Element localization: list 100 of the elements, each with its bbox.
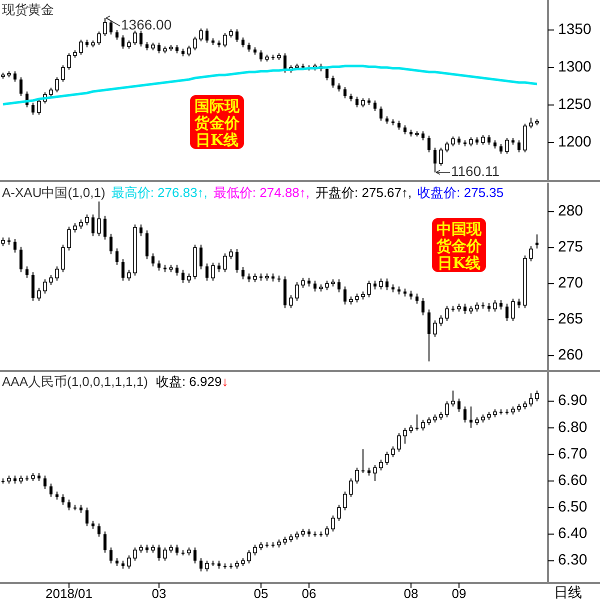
y-tick-label: 1250	[558, 96, 592, 113]
candlestick	[445, 305, 449, 322]
candlestick	[445, 400, 449, 418]
candlestick	[85, 214, 89, 226]
candlestick	[193, 36, 197, 51]
candlestick	[86, 507, 88, 527]
candlestick	[338, 278, 340, 293]
candlestick	[187, 273, 191, 284]
candlestick	[176, 264, 178, 276]
annotation: 收盘价: 275.35	[418, 184, 504, 200]
chart-title: 现货黄金	[2, 2, 54, 17]
candlestick	[236, 248, 238, 274]
candlestick	[61, 64, 65, 82]
candlestick	[50, 483, 52, 498]
candlestick	[116, 30, 118, 40]
candlestick	[529, 117, 533, 129]
y-tick-label: 275	[558, 238, 584, 256]
candlestick	[200, 558, 202, 572]
candlestick	[439, 314, 443, 327]
candlestick	[511, 298, 515, 322]
candlestick	[20, 76, 22, 96]
candlestick	[62, 494, 64, 506]
candlestick	[97, 31, 101, 46]
candlestick	[416, 293, 418, 304]
x-tick-label: 09	[452, 586, 466, 600]
candlestick	[481, 134, 485, 146]
candlestick	[386, 278, 388, 291]
candlestick	[391, 446, 395, 458]
y-tick-label: 265	[558, 310, 584, 328]
y-tick-label: 6.40	[558, 525, 588, 542]
candlestick	[475, 302, 479, 312]
candlestick	[331, 515, 335, 532]
candlestick	[295, 282, 299, 302]
candlestick	[433, 320, 437, 338]
candlestick	[355, 467, 359, 484]
y-tick-label: 1350	[558, 20, 592, 38]
candlestick	[14, 70, 16, 82]
candlestick	[49, 274, 53, 286]
candlestick	[206, 28, 208, 44]
candlestick	[242, 37, 244, 48]
candlestick	[314, 280, 316, 292]
candlestick	[344, 86, 346, 99]
candlestick	[325, 280, 329, 291]
candlestick	[223, 32, 227, 48]
candlestick	[253, 544, 257, 556]
candlestick	[229, 248, 233, 260]
y-tick-label: 6.90	[558, 392, 588, 410]
candlestick	[374, 100, 376, 112]
candlestick	[110, 546, 112, 564]
candlestick	[67, 226, 71, 251]
candlestick	[140, 30, 142, 47]
candlestick	[260, 50, 262, 62]
candlestick	[133, 546, 137, 562]
candlestick	[379, 459, 383, 471]
candlestick	[242, 266, 244, 280]
x-tick-label: 03	[152, 586, 166, 600]
candlestick	[451, 390, 455, 408]
candlestick	[140, 224, 142, 237]
candlestick	[500, 300, 502, 310]
x-tick-label: 08	[404, 586, 418, 600]
candlestick	[343, 491, 347, 511]
y-tick-label: 6.50	[558, 498, 588, 516]
candlestick	[146, 230, 148, 260]
candlestick	[428, 135, 430, 153]
candlestick	[211, 262, 215, 282]
candlestick	[26, 266, 28, 278]
candlestick	[32, 272, 34, 302]
candlestick	[37, 98, 41, 116]
annotation: 收盘: 6.929↓	[156, 374, 228, 389]
candlestick	[79, 39, 83, 56]
candlestick	[529, 392, 533, 408]
y-tick-label: 270	[558, 274, 584, 292]
candlestick	[439, 147, 443, 166]
y-tick-label: 6.60	[558, 472, 588, 489]
candlestick	[127, 269, 131, 282]
candlestick	[133, 30, 137, 46]
candlestick	[110, 20, 112, 35]
y-tick-label: 1200	[558, 133, 592, 150]
x-tick-label: 05	[254, 586, 268, 600]
annotation: 1160.11	[451, 163, 500, 180]
candlestick	[337, 504, 341, 522]
candlestick	[373, 464, 377, 482]
candlestick	[518, 298, 520, 309]
candlestick	[32, 102, 34, 116]
candlestick	[493, 300, 497, 312]
text: 日线	[554, 584, 582, 600]
candlestick	[518, 140, 520, 153]
candlestick	[176, 544, 178, 556]
candlestick	[43, 278, 47, 294]
candlestick	[122, 34, 124, 50]
candlestick	[451, 136, 455, 147]
candlestick	[362, 448, 364, 474]
candlestick	[301, 277, 305, 288]
y-tick-label: 1300	[558, 58, 592, 76]
candlestick	[61, 244, 65, 273]
candlestick	[104, 215, 106, 240]
candlestick	[44, 475, 46, 490]
candlestick	[14, 238, 16, 254]
candlestick	[55, 266, 59, 282]
candlestick	[98, 523, 100, 538]
